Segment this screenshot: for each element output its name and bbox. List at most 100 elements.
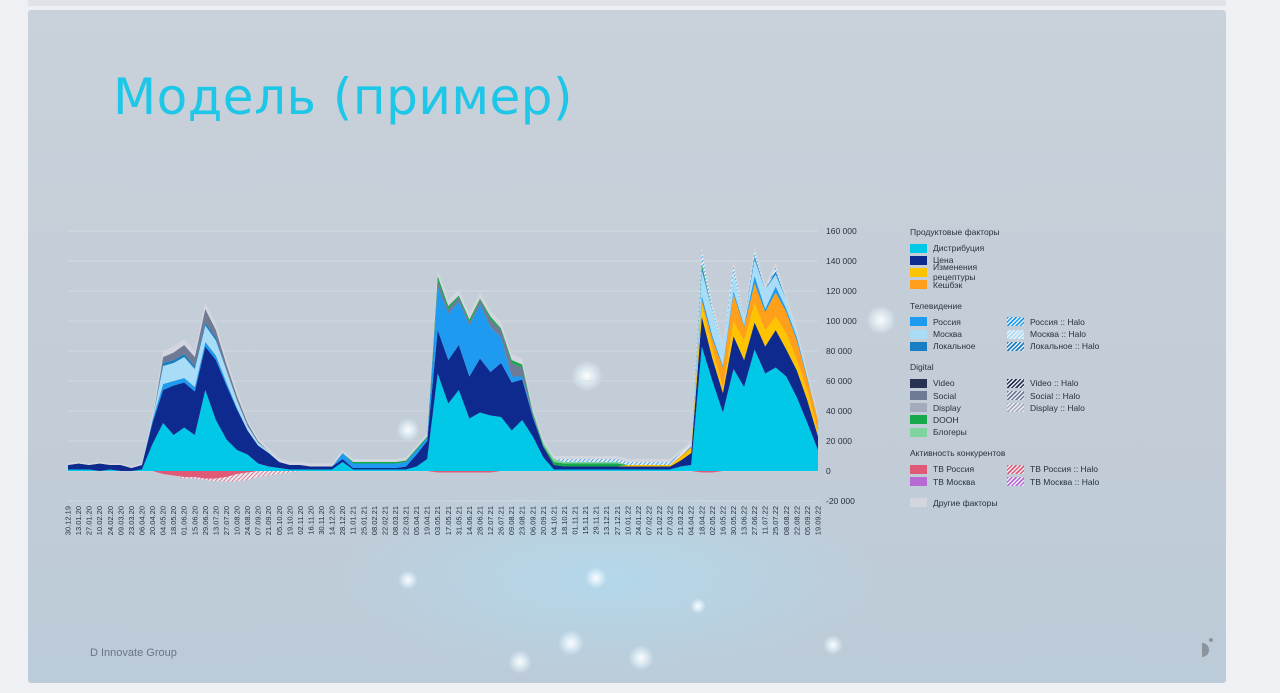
legend-swatch-icon	[910, 255, 927, 265]
legend-swatch-icon	[1007, 477, 1024, 487]
chart-legend: Продуктовые факторы Дистрибуция Цена Измене…	[910, 226, 1130, 518]
x-tick-label: 30.11.20	[317, 506, 326, 535]
x-tick-label: 07.02.22	[644, 506, 653, 535]
area-series-1	[68, 316, 818, 471]
x-tick-label: 18.05.20	[169, 506, 178, 535]
legend-item[interactable]: Display	[910, 402, 1007, 414]
legend-item-label: Локальное :: Halo	[1030, 341, 1100, 352]
legend-item[interactable]: Москва	[910, 328, 1007, 340]
legend-swatch-icon	[910, 329, 927, 339]
top-bar	[28, 0, 1226, 6]
legend-item-label: Video	[933, 378, 955, 389]
legend-item[interactable]: Москва :: Halo	[1007, 328, 1104, 340]
legend-swatch-icon	[910, 341, 927, 351]
x-tick-label: 27.06.22	[750, 506, 759, 535]
legend-item[interactable]: Изменения рецептуры	[910, 262, 1007, 282]
legend-group-title: Продуктовые факторы	[910, 227, 1000, 237]
legend-item-label: Дистрибуция	[933, 243, 985, 254]
x-tick-label: 27.12.21	[613, 506, 622, 535]
x-tick-label: 04.10.21	[549, 506, 558, 535]
legend-columns: ТВ Россия ТВ Москва ТВ Россия :: Halo ТВ Мо…	[910, 463, 1130, 487]
bokeh-light	[398, 570, 418, 590]
x-tick-label: 29.11.21	[592, 506, 601, 535]
legend-item[interactable]: Social :: Halo	[1007, 390, 1104, 402]
legend-item[interactable]: Россия :: Halo	[1007, 316, 1104, 328]
legend-item[interactable]: Video :: Halo	[1007, 377, 1104, 389]
x-tick-label: 20.04.20	[148, 506, 157, 535]
legend-swatch-icon	[1007, 403, 1024, 413]
legend-swatch-icon	[910, 243, 927, 253]
x-tick-label: 08.08.22	[782, 506, 791, 535]
y-tick-label: 60 000	[826, 376, 852, 386]
legend-swatch-icon	[910, 498, 927, 508]
x-tick-label: 26.07.21	[497, 506, 506, 535]
legend-column: Дистрибуция Цена Изменения рецептуры Кешбэк	[910, 242, 1007, 291]
y-tick-label: 80 000	[826, 346, 852, 356]
legend-column: ТВ Россия ТВ Москва	[910, 463, 1007, 487]
legend-item-label: Display :: Halo	[1030, 402, 1085, 413]
legend-item-label: Блогеры	[933, 427, 967, 438]
legend-item[interactable]: Блогеры	[910, 426, 1007, 438]
legend-item[interactable]: Локальное	[910, 340, 1007, 352]
x-tick-label: 18.04.22	[697, 506, 706, 535]
legend-swatch-icon	[910, 427, 927, 437]
x-tick-label: 31.05.21	[454, 506, 463, 535]
legend-item[interactable]: Social	[910, 390, 1007, 402]
bokeh-light	[866, 305, 896, 335]
legend-item-label: ТВ Москва :: Halo	[1030, 476, 1100, 487]
x-tick-label: 13.06.22	[740, 506, 749, 535]
area-series-12	[68, 471, 818, 479]
legend-item[interactable]: Локальное :: Halo	[1007, 340, 1104, 352]
x-tick-label: 29.06.20	[201, 506, 210, 535]
legend-item[interactable]: Цена	[910, 254, 1007, 266]
x-tick-label: 13.07.20	[211, 506, 220, 535]
legend-item[interactable]: DOOH	[910, 414, 1007, 426]
legend-swatch-icon	[910, 403, 927, 413]
x-tick-label: 28.12.20	[338, 506, 347, 535]
legend-item[interactable]: Video	[910, 377, 1007, 389]
legend-swatch-icon	[910, 378, 927, 388]
x-tick-label: 04.05.20	[159, 506, 168, 535]
legend-swatch-icon	[1007, 378, 1024, 388]
area-series-11	[68, 244, 818, 468]
x-tick-label: 28.06.21	[475, 506, 484, 535]
legend-item-label: ТВ Москва	[933, 476, 976, 487]
x-tick-label: 06.04.20	[137, 506, 146, 535]
legend-item-label: Кешбэк	[933, 279, 963, 290]
legend-item[interactable]: Кешбэк	[910, 279, 1007, 291]
x-tick-label: 01.11.21	[571, 506, 580, 535]
legend-item[interactable]: Россия	[910, 316, 1007, 328]
legend-columns: Другие факторы	[910, 497, 1130, 509]
x-tick-label: 23.03.20	[127, 506, 136, 535]
legend-swatch-icon	[910, 267, 927, 277]
x-tick-label: 16.11.20	[306, 506, 315, 535]
x-tick-label: 10.01.22	[623, 506, 632, 535]
legend-item-label: Москва :: Halo	[1030, 329, 1086, 340]
bokeh-light	[823, 635, 843, 655]
x-tick-label: 27.07.20	[222, 506, 231, 535]
legend-item-label: ТВ Россия :: Halo	[1030, 464, 1099, 475]
x-tick-label: 08.02.21	[370, 506, 379, 535]
legend-group: Телевидение Россия Москва Локальное Россия :…	[910, 300, 1130, 353]
legend-item-label: Display	[933, 402, 961, 413]
legend-item[interactable]: Другие факторы	[910, 497, 1007, 509]
x-tick-label: 10.08.20	[233, 506, 242, 535]
legend-item[interactable]: Display :: Halo	[1007, 402, 1104, 414]
slide: Модель (пример) D Innovate Group	[28, 10, 1226, 683]
x-tick-label: 25.01.21	[359, 506, 368, 535]
legend-item[interactable]: ТВ Москва :: Halo	[1007, 475, 1104, 487]
legend-item[interactable]: ТВ Москва	[910, 475, 1007, 487]
legend-item[interactable]: Дистрибуция	[910, 242, 1007, 254]
legend-columns: Video Social Display DOOH Блогеры Video :: Ha…	[910, 377, 1130, 438]
x-tick-label: 19.09.22	[814, 506, 823, 535]
legend-item[interactable]: ТВ Россия	[910, 463, 1007, 475]
x-tick-label: 10.02.20	[95, 506, 104, 535]
bokeh-light	[585, 567, 607, 589]
x-tick-label: 19.04.21	[423, 506, 432, 535]
x-tick-label: 21.09.20	[264, 506, 273, 535]
x-tick-label: 11.07.22	[761, 506, 770, 535]
x-tick-label: 03.05.21	[433, 506, 442, 535]
bokeh-light	[571, 360, 603, 392]
legend-item[interactable]: ТВ Россия :: Halo	[1007, 463, 1104, 475]
